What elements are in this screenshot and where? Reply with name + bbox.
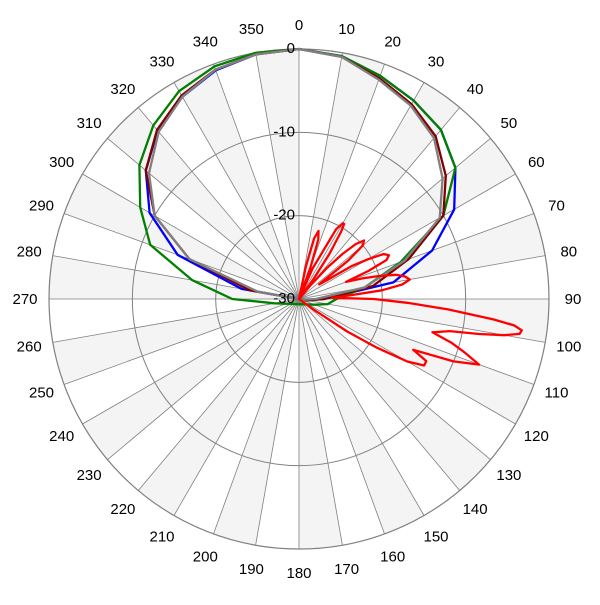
angular-tick-label: 20 [384,34,401,51]
grid-spoke [255,298,300,546]
grid-spoke [173,298,300,516]
grid-spoke [298,137,491,300]
grid-spoke [298,298,385,535]
angular-tick-label: 200 [193,549,218,566]
grid-spoke [173,82,300,300]
series-line-5 [297,222,523,367]
grid-spoke [107,298,300,461]
background-sector [138,299,299,516]
grid-spoke [298,255,546,300]
angular-tick-label: 190 [239,561,264,578]
angular-tick-label: 50 [501,115,518,132]
angular-tick-label: 300 [49,154,74,171]
angular-tick-label: 160 [380,549,405,566]
angular-tick-label: 170 [334,561,359,578]
radial-tick-label: 0 [287,40,295,57]
background-sector [107,107,299,299]
angular-tick-label: 350 [239,21,264,38]
angular-tick-labels: 0 10 20 30 40 50 60 70 80 90 100 110 120 130 140 150 160… [12,17,581,582]
angular-tick-label: 120 [524,428,549,445]
series-line-4 [147,47,444,301]
grid-spoke [298,298,425,516]
background-sector [64,174,299,299]
background-sector [299,52,385,299]
angular-tick-label: 240 [49,428,74,445]
background-sector [299,299,424,534]
background-sector [213,299,299,546]
angular-tick-label: 30 [428,54,445,71]
angular-tick-label: 70 [548,197,565,214]
radial-tick-label: -30 [273,290,295,307]
angular-tick-label: 110 [545,385,569,402]
angular-tick-label: 130 [496,467,521,484]
grid-spoke [298,82,425,300]
grid-spoke [298,107,461,300]
background-sector [299,138,516,299]
grid-spoke [213,63,300,300]
background-sector [299,299,491,491]
grid-spoke [298,213,535,300]
grid-spoke [82,298,300,425]
angular-tick-label: 180 [286,565,311,582]
angular-tick-label: 140 [463,501,488,518]
background-sector [52,299,299,385]
background-sector [299,82,460,299]
angular-tick-label: 250 [29,385,54,402]
angular-tick-label: 220 [110,501,135,518]
series-layer [138,47,523,367]
angular-tick-label: 10 [338,21,355,38]
angular-tick-label: 290 [29,197,54,214]
grid-spoke [137,107,300,300]
grid-spoke [137,298,300,491]
angular-tick-label: 270 [12,291,37,308]
series-line-2 [138,47,457,306]
background-sector [174,64,299,299]
radial-tick-label: -10 [273,123,295,140]
grid-spoke [52,298,300,343]
background-sector [299,299,534,424]
radial-tick-label: -20 [273,207,295,224]
grid-spoke [82,173,300,300]
radial-tick-labels: 0 -10 -20 -30 [273,40,295,307]
angular-tick-label: 310 [77,115,102,132]
background-sector [82,299,299,460]
angular-tick-label: 210 [149,528,174,545]
grid-spoke [298,298,343,546]
grid-spoke [213,298,300,535]
angular-tick-label: 260 [17,339,42,356]
grid-spoke [298,173,516,300]
angular-tick-label: 150 [423,528,448,545]
angular-tick-label: 100 [556,339,581,356]
angular-tick-label: 330 [149,54,174,71]
grid-spoke [63,298,300,385]
grid-spoke [298,298,461,491]
angular-tick-label: 230 [77,467,102,484]
angular-tick-label: 80 [560,243,577,260]
grid-spoke [255,52,300,300]
angular-tick-label: 40 [467,81,484,98]
angular-tick-label: 0 [295,17,303,34]
angular-tick-label: 340 [193,34,218,51]
grid-spoke [298,298,491,461]
grid-spoke [298,52,343,300]
angular-tick-label: 90 [565,291,582,308]
angular-tick-label: 60 [528,154,545,171]
grid-spoke [298,298,535,385]
angular-tick-label: 280 [17,243,42,260]
angular-tick-label: 320 [110,81,135,98]
